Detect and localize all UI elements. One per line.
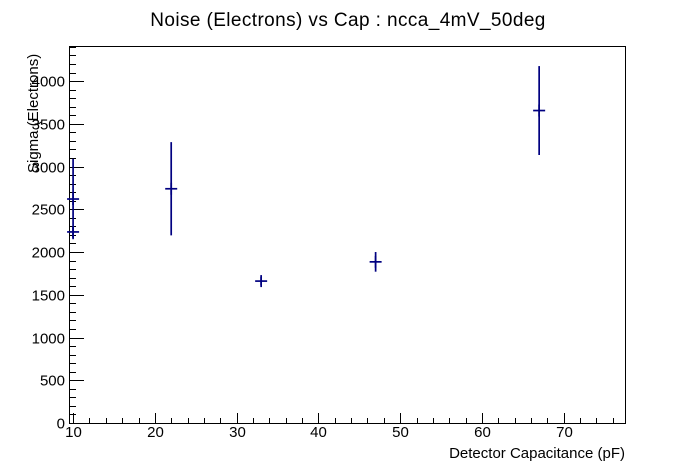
y-tick-label: 3000 <box>32 160 65 177</box>
chart-title: Noise (Electrons) vs Cap : ncca_4mV_50de… <box>150 10 546 31</box>
y-tick-label: 4000 <box>32 74 65 91</box>
y-tick-label: 500 <box>40 373 65 390</box>
x-tick-label: 70 <box>556 424 573 441</box>
plot-frame <box>69 46 626 424</box>
y-axis-title: Sigma (Electrons) <box>25 54 42 173</box>
x-tick-label: 60 <box>474 424 491 441</box>
y-tick-label: 0 <box>57 416 65 433</box>
x-axis-title: Detector Capacitance (pF) <box>449 445 625 462</box>
y-tick-label: 2500 <box>32 202 65 219</box>
y-tick-label: 1000 <box>32 331 65 348</box>
y-tick-label: 2000 <box>32 245 65 262</box>
y-tick-label: 3500 <box>32 117 65 134</box>
x-tick-label: 50 <box>392 424 409 441</box>
x-tick-label: 30 <box>229 424 246 441</box>
y-tick-label: 1500 <box>32 288 65 305</box>
x-tick-label: 40 <box>310 424 327 441</box>
x-tick-label: 10 <box>65 424 82 441</box>
x-tick-label: 20 <box>147 424 164 441</box>
